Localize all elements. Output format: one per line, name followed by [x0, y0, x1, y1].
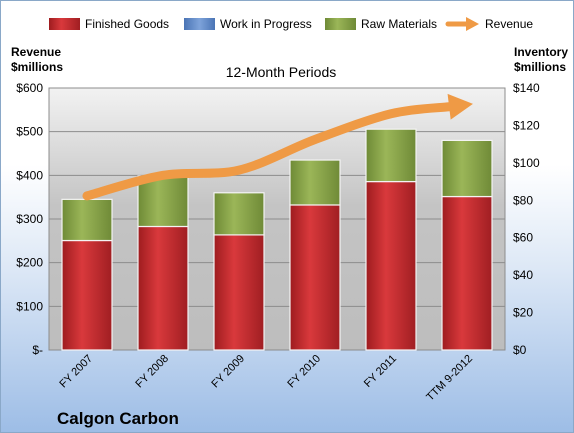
bar-raw-materials: [441, 139, 493, 198]
chart-title: 12-Month Periods: [226, 64, 337, 80]
left-axis-title-line2: $millions: [11, 60, 63, 74]
legend-label-revenue: Revenue: [485, 17, 533, 31]
bar-raw-materials: [365, 128, 417, 183]
legend-swatch-work-in-progress: [184, 18, 215, 30]
bar-raw-materials: [61, 198, 113, 242]
bar-finished-goods: [213, 234, 265, 351]
grid-lines: [49, 131, 505, 307]
right-tick-label: $20: [513, 306, 533, 320]
bar-raw-materials: [137, 175, 189, 228]
legend-swatch-revenue: [445, 17, 479, 31]
company-name: Calgon Carbon: [57, 409, 179, 428]
legend-label-work-in-progress: Work in Progress: [220, 17, 312, 31]
right-axis-ticks: $0 $20 $40 $60 $80 $100 $120 $140: [513, 81, 540, 357]
bars: [61, 128, 493, 351]
left-tick-label: $200: [16, 256, 43, 270]
bar-finished-goods: [289, 204, 341, 351]
x-tick-label: FY 2010: [285, 353, 323, 391]
right-tick-label: $40: [513, 268, 533, 282]
revenue-series-line: [82, 102, 454, 201]
bar-finished-goods: [61, 239, 113, 351]
right-tick-label: $140: [513, 81, 540, 95]
right-axis-title-line1: Inventory: [514, 45, 568, 59]
legend-swatch-finished-goods: [49, 18, 80, 30]
x-tick-label: FY 2008: [133, 353, 171, 391]
legend-label-raw-materials: Raw Materials: [361, 17, 437, 31]
right-tick-label: $0: [513, 343, 527, 357]
right-tick-label: $80: [513, 193, 533, 207]
left-axis-title-line1: Revenue: [11, 45, 61, 59]
right-tick-label: $60: [513, 231, 533, 245]
revenue-line: [82, 93, 473, 201]
bar-raw-materials: [289, 159, 341, 206]
bar-raw-materials: [213, 192, 265, 236]
left-tick-label: $300: [16, 212, 43, 226]
legend-label-finished-goods: Finished Goods: [85, 17, 169, 31]
left-axis-ticks: $- $100 $200 $300 $400 $500 $600: [16, 81, 43, 357]
left-tick-label: $100: [16, 299, 43, 313]
revenue-arrow-head: [447, 93, 473, 120]
left-tick-label: $500: [16, 125, 43, 139]
x-tick-label: FY 2009: [209, 353, 247, 391]
left-tick-label: $-: [32, 343, 43, 357]
right-tick-label: $120: [513, 118, 540, 132]
bar-finished-goods: [137, 225, 189, 351]
right-axis-title-line2: $millions: [514, 60, 566, 74]
right-tick-label: $100: [513, 156, 540, 170]
x-axis-ticks: FY 2007 FY 2008 FY 2009 FY 2010 FY 2011 TTM 9…: [57, 353, 475, 404]
left-tick-label: $600: [16, 81, 43, 95]
x-tick-label: FY 2011: [362, 353, 399, 390]
legend-swatch-raw-materials: [325, 18, 356, 30]
left-tick-label: $400: [16, 168, 43, 182]
legend: Finished Goods Work in Progress Raw Mate…: [49, 17, 533, 31]
bar-finished-goods: [365, 180, 417, 351]
x-tick-label: TTM 9-2012: [424, 353, 475, 404]
x-tick-label: FY 2007: [57, 353, 95, 391]
bar-finished-goods: [441, 195, 493, 351]
